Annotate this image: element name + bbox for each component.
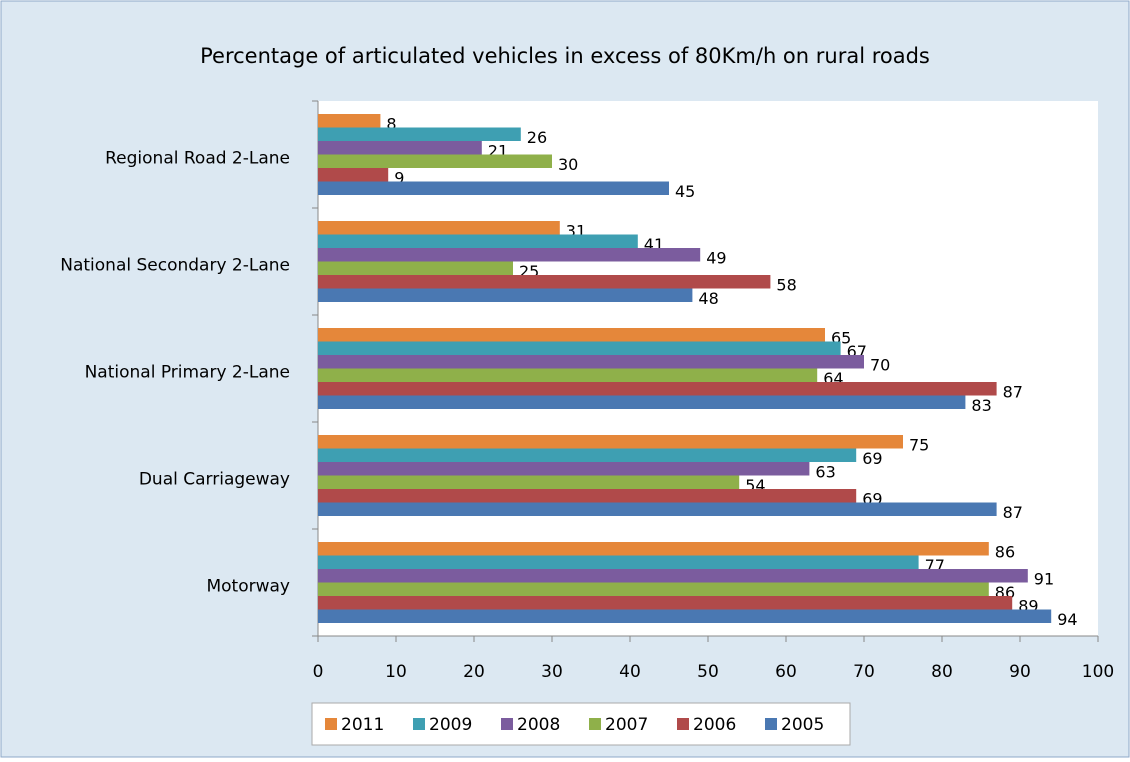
bar: [318, 168, 389, 182]
bar: [318, 596, 1013, 610]
bar: [318, 609, 1052, 623]
value-label: 8: [386, 114, 396, 133]
value-label: 87: [1003, 382, 1023, 401]
bar: [318, 542, 989, 556]
x-tick-label: 20: [463, 662, 485, 682]
bar: [318, 489, 857, 503]
bar: [318, 448, 857, 462]
value-label: 63: [815, 462, 835, 481]
legend-label: 2006: [693, 715, 736, 735]
legend-label: 2009: [429, 715, 472, 735]
bar: [318, 341, 841, 355]
legend-label: 2007: [605, 715, 648, 735]
x-tick-label: 100: [1082, 662, 1114, 682]
value-label: 26: [527, 128, 547, 147]
legend-label: 2011: [341, 715, 384, 735]
bar: [318, 462, 810, 476]
value-label: 70: [870, 355, 890, 374]
x-tick-label: 10: [385, 662, 407, 682]
value-label: 49: [706, 248, 726, 267]
x-tick-label: 30: [541, 662, 563, 682]
bar: [318, 502, 997, 516]
value-label: 30: [558, 155, 578, 174]
value-label: 58: [776, 275, 796, 294]
bar: [318, 328, 825, 342]
bar: [318, 248, 701, 262]
x-tick-label: 0: [313, 662, 324, 682]
x-tick-label: 70: [853, 662, 875, 682]
bar: [318, 355, 864, 369]
bar: [318, 435, 903, 449]
x-tick-label: 80: [931, 662, 953, 682]
bar: [318, 154, 552, 168]
value-label: 75: [909, 435, 929, 454]
legend-swatch: [501, 718, 513, 730]
legend-swatch: [677, 718, 689, 730]
x-tick-label: 50: [697, 662, 719, 682]
chart-title: Percentage of articulated vehicles in ex…: [200, 44, 930, 68]
value-label: 87: [1003, 503, 1023, 522]
y-tick-label: Dual Carriageway: [139, 470, 290, 490]
value-label: 94: [1057, 610, 1077, 629]
legend-label: 2005: [781, 715, 824, 735]
bar: [318, 288, 693, 302]
y-tick-label: National Secondary 2-Lane: [60, 256, 290, 276]
bar: [318, 261, 513, 275]
x-tick-label: 40: [619, 662, 641, 682]
bar: [318, 555, 919, 569]
legend-label: 2008: [517, 715, 560, 735]
bar: [318, 475, 740, 489]
value-label: 69: [862, 449, 882, 468]
value-label: 83: [971, 396, 991, 415]
bar: [318, 395, 966, 409]
y-tick-label: Motorway: [206, 577, 290, 597]
value-label: 86: [995, 542, 1015, 561]
bar: [318, 569, 1028, 583]
x-tick-label: 90: [1009, 662, 1031, 682]
value-label: 91: [1034, 569, 1054, 588]
legend-swatch: [325, 718, 337, 730]
bar: [318, 221, 560, 235]
bar: [318, 127, 521, 141]
value-label: 48: [698, 289, 718, 308]
bar: [318, 275, 771, 289]
legend-swatch: [589, 718, 601, 730]
x-tick-label: 60: [775, 662, 797, 682]
bar: [318, 181, 669, 195]
bar: [318, 368, 818, 382]
value-label: 45: [675, 182, 695, 201]
bar: [318, 382, 997, 396]
value-label: 9: [394, 168, 404, 187]
bar: [318, 141, 482, 155]
legend-swatch: [413, 718, 425, 730]
y-tick-label: National Primary 2-Lane: [85, 363, 290, 383]
y-tick-label: Regional Road 2-Lane: [105, 149, 290, 169]
bar: [318, 234, 638, 248]
legend-swatch: [765, 718, 777, 730]
legend: [311, 702, 851, 746]
bar: [318, 582, 989, 596]
bar: [318, 114, 381, 128]
